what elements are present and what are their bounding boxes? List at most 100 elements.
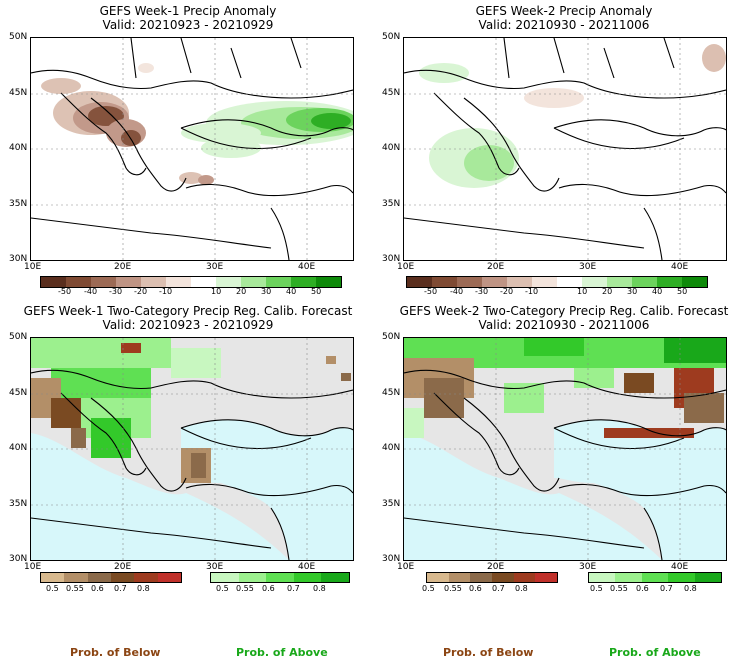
lon-label: 40E bbox=[671, 562, 689, 572]
cb-tick: 0.8 bbox=[684, 584, 697, 593]
lat-label: 45N bbox=[382, 88, 401, 98]
cb-tick: -40 bbox=[84, 287, 98, 296]
cb-tick: -20 bbox=[500, 287, 514, 296]
cb-tick: 40 bbox=[652, 287, 663, 296]
lat-label: 30N bbox=[382, 554, 401, 564]
panel-week2-anomaly: GEFS Week-2 Precip Anomaly Valid: 202109… bbox=[376, 0, 752, 300]
lon-label: 10E bbox=[397, 262, 415, 272]
lat-label: 35N bbox=[9, 199, 28, 209]
cb-tick: 30 bbox=[261, 287, 272, 296]
legend-above-title: Prob. of Above bbox=[236, 646, 328, 659]
cb-tick: 0.7 bbox=[287, 584, 300, 593]
panel-valid: Valid: 20210930 - 20211006 bbox=[478, 18, 650, 32]
lon-label: 20E bbox=[487, 262, 505, 272]
lon-label: 20E bbox=[114, 562, 132, 572]
lon-label: 20E bbox=[487, 562, 505, 572]
legend-below-title: Prob. of Below bbox=[70, 646, 161, 659]
above-colorbar bbox=[588, 572, 722, 583]
cb-tick: 50 bbox=[311, 287, 322, 296]
cb-tick: -50 bbox=[424, 287, 438, 296]
cb-tick: 0.8 bbox=[137, 584, 150, 593]
cb-tick: 0.6 bbox=[636, 584, 649, 593]
cb-tick: 0.5 bbox=[216, 584, 229, 593]
lat-label: 50N bbox=[9, 332, 28, 342]
lat-label: 30N bbox=[9, 554, 28, 564]
lon-label: 10E bbox=[397, 562, 415, 572]
cb-tick: 0.8 bbox=[515, 584, 528, 593]
lon-label: 10E bbox=[24, 562, 42, 572]
lat-label: 35N bbox=[382, 499, 401, 509]
cb-tick: 40 bbox=[286, 287, 297, 296]
lat-label: 45N bbox=[9, 388, 28, 398]
lon-label: 10E bbox=[24, 262, 42, 272]
anomaly-colorbar bbox=[40, 276, 342, 288]
panel-title: GEFS Week-1 Two-Category Precip Reg. Cal… bbox=[23, 304, 353, 318]
above-colorbar bbox=[210, 572, 350, 583]
cb-tick: -40 bbox=[450, 287, 464, 296]
below-colorbar bbox=[426, 572, 558, 583]
lon-label: 40E bbox=[298, 562, 316, 572]
panel-week1-probability: GEFS Week-1 Two-Category Precip Reg. Cal… bbox=[0, 300, 376, 600]
cb-tick: 0.55 bbox=[236, 584, 254, 593]
cb-tick: 0.8 bbox=[313, 584, 326, 593]
cb-tick: 0.7 bbox=[660, 584, 673, 593]
lat-label: 50N bbox=[382, 332, 401, 342]
lon-label: 30E bbox=[579, 562, 597, 572]
lat-label: 30N bbox=[382, 254, 401, 264]
cb-tick: -50 bbox=[58, 287, 72, 296]
lon-label: 20E bbox=[114, 262, 132, 272]
cb-tick: 0.6 bbox=[91, 584, 104, 593]
cb-tick: 0.5 bbox=[590, 584, 603, 593]
lat-label: 40N bbox=[382, 143, 401, 153]
anomaly-colorbar bbox=[406, 276, 708, 288]
lon-label: 30E bbox=[206, 562, 224, 572]
map-week2-probability bbox=[403, 337, 727, 561]
lon-label: 30E bbox=[579, 262, 597, 272]
lat-label: 50N bbox=[382, 32, 401, 42]
cb-tick: -10 bbox=[159, 287, 173, 296]
cb-tick: 0.55 bbox=[444, 584, 462, 593]
cb-tick: -10 bbox=[525, 287, 539, 296]
cb-tick: 0.5 bbox=[422, 584, 435, 593]
lat-label: 50N bbox=[9, 32, 28, 42]
panel-week1-anomaly: GEFS Week-1 Precip Anomaly Valid: 202109… bbox=[0, 0, 376, 300]
lat-label: 40N bbox=[9, 143, 28, 153]
map-week2-anomaly bbox=[403, 37, 727, 261]
panel-valid: Valid: 20210923 - 20210929 bbox=[102, 18, 274, 32]
cb-tick: -30 bbox=[109, 287, 123, 296]
cb-tick: -30 bbox=[475, 287, 489, 296]
panel-week2-probability: GEFS Week-2 Two-Category Precip Reg. Cal… bbox=[376, 300, 752, 600]
panel-valid: Valid: 20210923 - 20210929 bbox=[102, 318, 274, 332]
lon-label: 40E bbox=[298, 262, 316, 272]
panel-title: GEFS Week-1 Precip Anomaly bbox=[99, 4, 277, 18]
lon-label: 40E bbox=[671, 262, 689, 272]
map-week1-probability bbox=[30, 337, 354, 561]
cb-tick: -20 bbox=[134, 287, 148, 296]
cb-tick: 30 bbox=[627, 287, 638, 296]
cb-tick: 10 bbox=[211, 287, 222, 296]
panel-valid: Valid: 20210930 - 20211006 bbox=[478, 318, 650, 332]
cb-tick: 10 bbox=[577, 287, 588, 296]
cb-tick: 0.6 bbox=[469, 584, 482, 593]
cb-tick: 0.55 bbox=[66, 584, 84, 593]
cb-tick: 0.5 bbox=[46, 584, 59, 593]
lat-label: 35N bbox=[9, 499, 28, 509]
cb-tick: 0.55 bbox=[610, 584, 628, 593]
cb-tick: 0.7 bbox=[114, 584, 127, 593]
panel-title: GEFS Week-2 Precip Anomaly bbox=[475, 4, 653, 18]
cb-tick: 20 bbox=[236, 287, 247, 296]
panel-title: GEFS Week-2 Two-Category Precip Reg. Cal… bbox=[399, 304, 729, 318]
cb-tick: 0.7 bbox=[492, 584, 505, 593]
cb-tick: 20 bbox=[602, 287, 613, 296]
cb-tick: 50 bbox=[677, 287, 688, 296]
lat-label: 40N bbox=[382, 443, 401, 453]
legend-above-title: Prob. of Above bbox=[609, 646, 701, 659]
lat-label: 45N bbox=[9, 88, 28, 98]
legend-below-title: Prob. of Below bbox=[443, 646, 534, 659]
lat-label: 30N bbox=[9, 254, 28, 264]
lat-label: 35N bbox=[382, 199, 401, 209]
lat-label: 40N bbox=[9, 443, 28, 453]
map-week1-anomaly bbox=[30, 37, 354, 261]
cb-tick: 0.6 bbox=[262, 584, 275, 593]
below-colorbar bbox=[40, 572, 182, 583]
